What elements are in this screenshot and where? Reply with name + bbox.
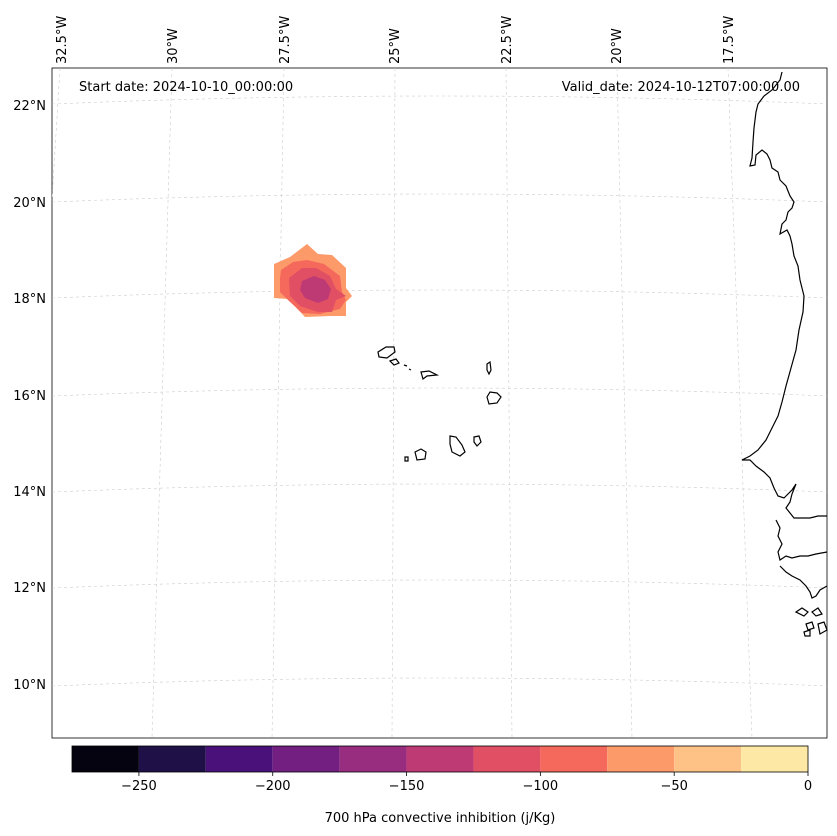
lat-label-20: 20°N	[13, 196, 46, 211]
island-brava	[404, 456, 409, 462]
gridline-lon-27-5	[271, 67, 285, 739]
gridline-lon-17-5	[727, 67, 753, 739]
gridline-lon-22-5	[505, 67, 513, 739]
cin-field-core	[300, 276, 331, 303]
colorbar-tick-label: −200	[255, 779, 291, 794]
coastline-bijagos	[794, 607, 828, 637]
lat-label-16: 16°N	[13, 389, 46, 404]
lat-label-14: 14°N	[13, 485, 46, 500]
lon-label-32-5: 32.5°W	[55, 16, 70, 64]
lat-label-10: 10°N	[13, 678, 46, 693]
lat-axis-labels: 22°N 20°N 18°N 16°N 14°N 12°N 10°N	[13, 99, 46, 693]
gridline-lat-14	[51, 483, 828, 493]
lon-label-20: 20°W	[610, 28, 625, 64]
gridline-lon-30	[151, 67, 173, 739]
colorbar-segment	[674, 746, 742, 772]
colorbar-segment	[607, 746, 675, 772]
colorbar-segment	[72, 746, 139, 772]
gridline-lat-20	[51, 193, 828, 203]
gridline-lat-16	[51, 387, 828, 397]
island-fogo	[414, 448, 427, 461]
island-sao-nicolau	[420, 370, 440, 381]
gridline-lat-10	[51, 677, 828, 687]
coastline-guinea	[779, 565, 828, 599]
lat-label-12: 12°N	[13, 581, 46, 596]
cin-field	[274, 244, 352, 317]
colorbar-tick-label: 0	[804, 779, 812, 794]
gridline-lon-25	[391, 67, 396, 739]
island-santiago	[449, 435, 466, 457]
colorbar-segment	[339, 746, 407, 772]
gridline-lon-32-5	[51, 67, 61, 201]
cape-verde-islands	[377, 346, 502, 462]
colorbar-segment	[473, 746, 541, 772]
colorbar-segment	[138, 746, 206, 772]
island-santa-luzia	[403, 364, 412, 371]
gridlines	[51, 67, 828, 739]
lon-label-22-5: 22.5°W	[500, 16, 515, 64]
island-santo-antao	[377, 346, 396, 359]
gridline-lat-22	[51, 95, 828, 105]
lon-label-30: 30°W	[166, 28, 181, 64]
island-maio	[473, 435, 482, 447]
gridline-lon-20	[616, 67, 633, 739]
colorbar-label: 700 hPa convective inhibition (j/Kg)	[325, 811, 556, 826]
island-boa-vista	[486, 391, 502, 405]
colorbar-segment	[741, 746, 808, 772]
colorbar-segment	[205, 746, 273, 772]
lon-label-25: 25°W	[388, 28, 403, 64]
colorbar-segment	[406, 746, 474, 772]
colorbar-tick-label: −150	[389, 779, 425, 794]
lon-label-27-5: 27.5°W	[278, 16, 293, 64]
coastline-mauritania-senegal	[741, 71, 827, 519]
colorbar-tick-label: −250	[121, 779, 157, 794]
start-date-text: Start date: 2024-10-10_00:00:00	[79, 80, 293, 95]
colorbar-tick-label: −50	[660, 779, 687, 794]
lon-label-17-5: 17.5°W	[722, 16, 737, 64]
colorbar-segment	[272, 746, 340, 772]
lat-label-18: 18°N	[13, 292, 46, 307]
colorbar: −250 −200 −150 −100 −50 0	[71, 745, 812, 794]
colorbar-segment	[540, 746, 608, 772]
gridline-lat-18	[51, 289, 828, 299]
colorbar-tick-label: −100	[523, 779, 559, 794]
coastline-guinea-bissau	[775, 519, 828, 561]
colorbar-border	[71, 745, 809, 773]
lon-axis-labels: 32.5°W 30°W 27.5°W 25°W 22.5°W 20°W 17.5…	[55, 16, 737, 64]
africa-coastline	[741, 71, 828, 637]
lat-label-22: 22°N	[13, 99, 46, 114]
island-sao-vicente	[388, 358, 400, 366]
valid-date-text: Valid_date: 2024-10-12T07:00:00.00	[562, 80, 800, 95]
gridline-lat-12	[51, 579, 828, 589]
map-frame	[51, 67, 828, 739]
island-sal	[486, 360, 492, 376]
